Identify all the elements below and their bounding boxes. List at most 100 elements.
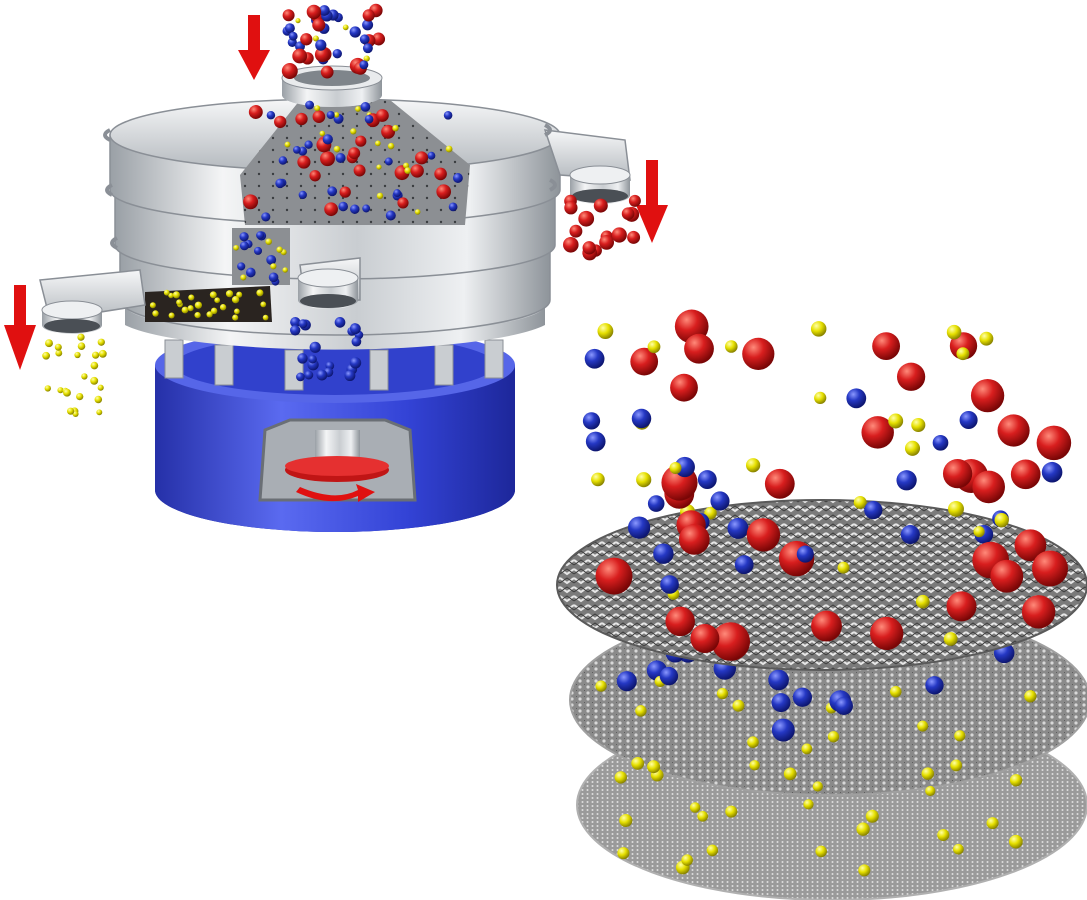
small-particle [97,338,105,346]
large-particle [320,151,335,167]
machine-particles [42,3,641,417]
medium-particle [245,267,256,278]
small-particle [725,340,738,353]
small-particle [76,392,84,401]
medium-particle [959,410,978,430]
small-particle [917,720,929,732]
medium-particle [846,388,867,409]
large-particle [578,210,595,227]
large-particle [872,332,901,361]
large-particle [997,414,1030,447]
medium-particle [864,500,883,520]
small-particle [954,730,966,742]
large-particle [611,227,627,243]
small-particle [295,18,301,24]
large-particle [684,333,714,364]
large-particle [376,109,389,122]
small-particle [631,756,645,770]
large-particle [306,4,322,20]
small-particle [270,263,277,270]
small-particle [210,307,218,315]
medium-particle [360,102,371,112]
medium-particle [362,19,374,31]
small-particle [209,291,217,299]
small-particle [98,349,107,358]
medium-particle [268,272,279,283]
medium-particle [932,434,949,451]
small-particle [925,785,936,797]
medium-particle [305,100,315,110]
small-particle [67,407,75,415]
large-particle [436,184,452,200]
large-particle [353,164,366,177]
small-particle [636,472,652,488]
medium-particle [359,60,369,70]
medium-particle [393,189,402,198]
small-particle [172,291,180,299]
large-particle [582,241,596,255]
small-particle [647,760,661,774]
small-particle [904,440,921,456]
small-particle [214,297,221,304]
medium-particle [284,23,295,34]
medium-particle [275,178,285,189]
medium-particle [344,370,356,382]
large-particle [292,48,308,64]
small-particle [597,323,614,340]
large-particle [362,9,375,22]
medium-particle [584,348,605,369]
large-particle [896,362,926,391]
small-particle [77,333,85,341]
medium-particle [298,190,307,200]
large-particle [563,237,579,253]
small-particle [232,314,239,321]
small-particle [233,244,239,251]
small-particle [74,351,81,359]
large-particle [564,201,578,215]
small-particle [81,373,88,380]
small-particle [219,304,227,311]
large-particle [690,624,720,653]
medium-particle [359,34,370,45]
small-particle [979,331,994,346]
motor-base [155,327,515,532]
medium-particle [796,545,814,563]
small-particle [350,128,357,135]
medium-particle [266,110,276,120]
medium-particle [319,5,330,16]
large-particle [348,147,361,160]
medium-particle [585,431,606,452]
medium-particle [582,412,601,430]
small-particle [342,24,349,31]
small-particle [234,308,240,315]
small-particle [260,301,267,308]
small-particle [853,496,867,509]
large-particle [1036,425,1072,461]
large-particle [628,194,641,207]
medium-particle [288,31,298,41]
large-particle [320,65,334,79]
large-particle [381,124,396,139]
small-particle [617,847,630,860]
large-particle [630,347,659,376]
medium-particle [278,156,288,165]
small-particle [747,736,759,748]
bottom-outlet-spout [39,269,146,334]
medium-particle [448,202,458,212]
medium-particle [338,201,348,212]
small-particle [236,291,243,298]
large-particle [309,170,321,182]
small-particle [858,864,871,877]
medium-particle [261,212,271,222]
small-particle [827,731,840,743]
medium-particle [304,370,314,380]
small-particle [392,124,399,132]
large-particle [243,194,259,210]
small-particle [1009,834,1023,849]
small-particle [206,311,213,318]
medium-particle [362,43,373,54]
small-particle [163,289,170,296]
top-outlet-down-arrow-icon [636,160,668,243]
small-particle [54,343,62,351]
small-particle [152,310,159,317]
